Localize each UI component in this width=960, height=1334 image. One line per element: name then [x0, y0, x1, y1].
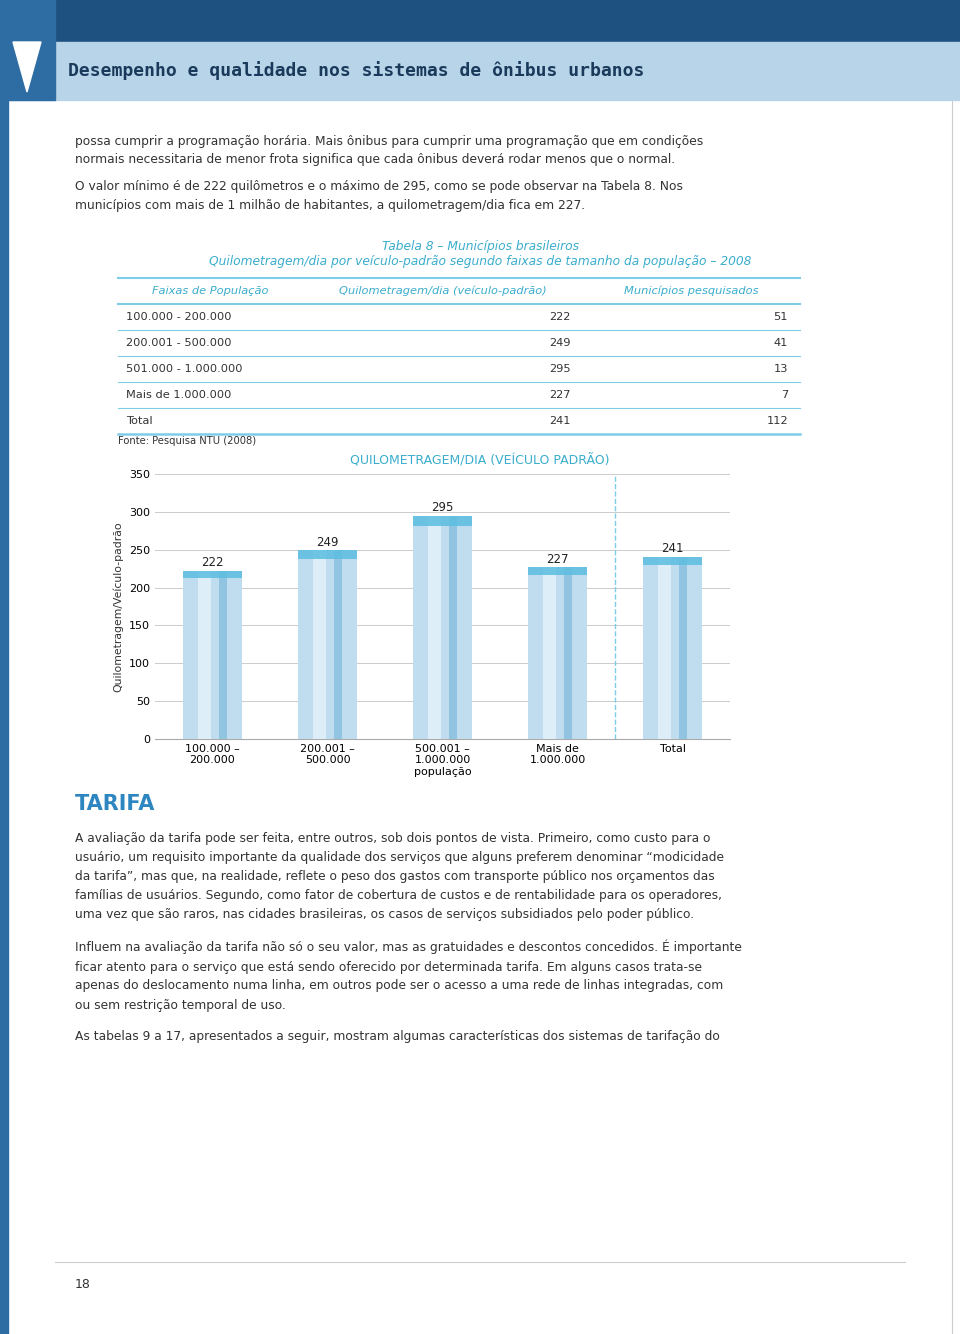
Text: Fonte: Pesquisa NTU (2008): Fonte: Pesquisa NTU (2008) [118, 436, 256, 446]
Bar [448, 516, 457, 739]
Bar [0, 0, 55, 100]
Text: 222: 222 [202, 556, 224, 570]
Bar [564, 567, 571, 739]
Text: As tabelas 9 a 17, apresentados a seguir, mostram algumas características dos si: As tabelas 9 a 17, apresentados a seguir… [75, 1030, 720, 1043]
Bar [659, 556, 671, 739]
Bar [334, 551, 342, 739]
Bar [0, 41, 960, 100]
Bar [219, 571, 227, 739]
Bar [0, 0, 960, 41]
Bar [413, 516, 472, 526]
Bar [298, 551, 357, 559]
Bar [0, 100, 8, 1334]
Text: A avaliação da tarifa pode ser feita, entre outros, sob dois pontos de vista. Pr: A avaliação da tarifa pode ser feita, en… [75, 832, 724, 920]
Text: 13: 13 [774, 364, 788, 374]
Text: TARIFA: TARIFA [75, 794, 156, 814]
Text: 227: 227 [546, 552, 568, 566]
Bar [528, 567, 588, 739]
Bar [182, 571, 242, 579]
Bar [428, 516, 442, 739]
Bar [543, 567, 556, 739]
Text: 200.001 - 500.000: 200.001 - 500.000 [126, 338, 231, 348]
Text: Faixas de População: Faixas de População [153, 285, 269, 296]
Text: 112: 112 [766, 416, 788, 426]
Text: 295: 295 [549, 364, 571, 374]
Text: 295: 295 [431, 502, 454, 514]
Text: Municípios pesquisados: Municípios pesquisados [624, 285, 758, 296]
Text: 51: 51 [774, 312, 788, 321]
Text: 501.000 - 1.000.000: 501.000 - 1.000.000 [126, 364, 243, 374]
Text: 7: 7 [780, 390, 788, 400]
Bar [413, 516, 472, 739]
Text: Influem na avaliação da tarifa não só o seu valor, mas as gratuidades e desconto: Influem na avaliação da tarifa não só o … [75, 940, 742, 1011]
Bar [298, 551, 357, 739]
Text: QUILOMETRAGEM/DIA (VEÍCULO PADRÃO): QUILOMETRAGEM/DIA (VEÍCULO PADRÃO) [350, 454, 610, 467]
Text: 249: 249 [316, 536, 339, 550]
Polygon shape [13, 41, 41, 92]
Text: Mais de 1.000.000: Mais de 1.000.000 [126, 390, 231, 400]
Bar [313, 551, 326, 739]
Bar [642, 556, 703, 564]
Text: Total: Total [126, 416, 153, 426]
Text: possa cumprir a programação horária. Mais ônibus para cumprir uma programação qu: possa cumprir a programação horária. Mai… [75, 135, 704, 167]
Text: Desempenho e qualidade nos sistemas de ônibus urbanos: Desempenho e qualidade nos sistemas de ô… [68, 61, 644, 80]
Bar [528, 567, 588, 575]
Bar [642, 556, 703, 739]
Text: Tabela 8 – Municípios brasileiros: Tabela 8 – Municípios brasileiros [381, 240, 579, 253]
Text: Quilometragem/dia (veículo-padrão): Quilometragem/dia (veículo-padrão) [339, 285, 547, 296]
Bar [198, 571, 211, 739]
Text: O valor mínimo é de 222 quilômetros e o máximo de 295, como se pode observar na : O valor mínimo é de 222 quilômetros e o … [75, 180, 683, 212]
Bar [182, 571, 242, 739]
Text: 241: 241 [549, 416, 571, 426]
Text: 249: 249 [549, 338, 571, 348]
Text: 18: 18 [75, 1278, 91, 1290]
Text: 222: 222 [550, 312, 571, 321]
Text: 41: 41 [774, 338, 788, 348]
Text: 241: 241 [661, 542, 684, 555]
Text: 100.000 - 200.000: 100.000 - 200.000 [126, 312, 231, 321]
Bar [679, 556, 686, 739]
Y-axis label: Quilometragem/Veículo-padrão: Quilometragem/Veículo-padrão [113, 522, 124, 692]
Text: 227: 227 [549, 390, 571, 400]
Text: Quilometragem/dia por veículo-padrão segundo faixas de tamanho da população – 20: Quilometragem/dia por veículo-padrão seg… [209, 255, 751, 268]
